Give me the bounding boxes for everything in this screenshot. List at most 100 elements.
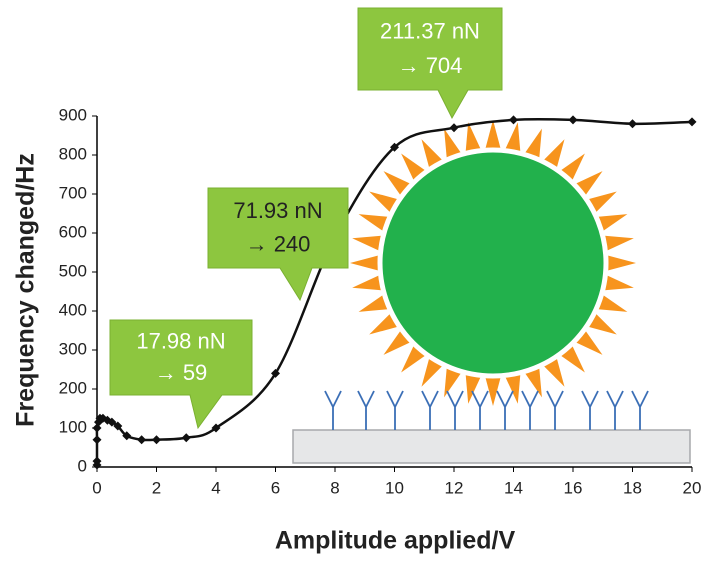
spike [588,191,617,213]
spike [588,313,617,335]
substrate [292,429,691,464]
spike [358,295,388,312]
point [509,115,518,125]
spike [421,139,443,168]
spike [358,214,388,231]
spike [369,191,398,213]
callout-box [207,187,349,302]
y-tick-label: 100 [59,417,87,436]
point [92,456,102,466]
point [271,368,280,378]
x-tick-label: 16 [564,478,583,497]
y-tick-label: 200 [59,378,87,397]
spike [444,128,461,158]
antibody [606,390,624,430]
antibody [631,390,649,430]
spike [401,153,425,180]
spike [543,358,565,387]
y-tick-label: 900 [59,105,87,124]
y-tick-label: 400 [59,300,87,319]
antibody [581,390,599,430]
point [137,435,147,445]
point [390,142,399,152]
spike [561,346,585,373]
spike [352,275,382,291]
callout-box [109,319,253,430]
y-tick-label: 300 [59,339,87,358]
spike [576,331,603,355]
point [449,123,459,133]
spike [607,255,636,271]
x-tick-label: 2 [152,478,161,497]
callout-text: 211.37 nN [380,18,480,43]
particle [377,147,609,379]
y-tick-label: 0 [78,456,87,475]
point [568,115,578,125]
spike [505,122,521,152]
spike [604,275,634,291]
callout: 17.98 nN → 59 [109,319,253,430]
y-tick-label: 500 [59,261,87,280]
x-tick-label: 8 [330,478,339,497]
antibody [421,390,439,430]
antibody [546,390,564,430]
spike [576,171,603,195]
callout-text: 17.98 nN [136,328,225,353]
antibody [357,390,375,430]
antibody [324,390,342,430]
spike [525,368,542,398]
antibody [446,390,464,430]
spike [369,313,398,335]
x-tick-label: 10 [385,478,404,497]
point [628,119,637,129]
spike [444,368,461,398]
x-tick-label: 4 [211,478,220,497]
point [152,435,161,445]
spike [350,255,379,271]
point [122,431,132,441]
spike [485,120,501,149]
x-tick-label: 12 [445,478,464,497]
spike [401,346,425,373]
callout-text: → 704 [398,53,463,78]
spike [465,374,481,404]
spike [604,235,634,251]
point [92,435,102,445]
y-tick-label: 800 [59,144,87,163]
spike [598,295,628,312]
spike [485,377,501,406]
point [181,433,191,443]
callout: 71.93 nN → 240 [207,187,349,302]
spike [561,153,585,180]
spike [352,235,382,251]
spike [465,122,481,152]
x-tick-label: 20 [683,478,702,497]
y-tick-label: 600 [59,222,87,241]
illustration [324,120,649,430]
antibody [496,390,514,430]
antibody [386,390,404,430]
callout-text: → 240 [246,231,311,256]
point [107,417,117,427]
spike [598,214,628,231]
spike [525,128,542,158]
callout-text: → 59 [155,360,208,385]
y-axis-title: Frequency changed/Hz [12,153,40,427]
spike [383,331,410,355]
point [687,117,697,127]
callout-box [357,7,503,120]
spike [543,139,565,168]
callout-text: 71.93 nN [233,198,322,223]
spike [421,358,443,387]
point [113,421,123,431]
spike [505,374,521,404]
y-tick-label: 700 [59,183,87,202]
x-axis-title: Amplitude applied/V [275,527,516,555]
x-tick-label: 14 [504,478,523,497]
spike [383,171,410,195]
x-tick-label: 18 [623,478,642,497]
antibody [521,390,539,430]
point [211,423,221,433]
callout: 211.37 nN → 704 [357,7,503,120]
